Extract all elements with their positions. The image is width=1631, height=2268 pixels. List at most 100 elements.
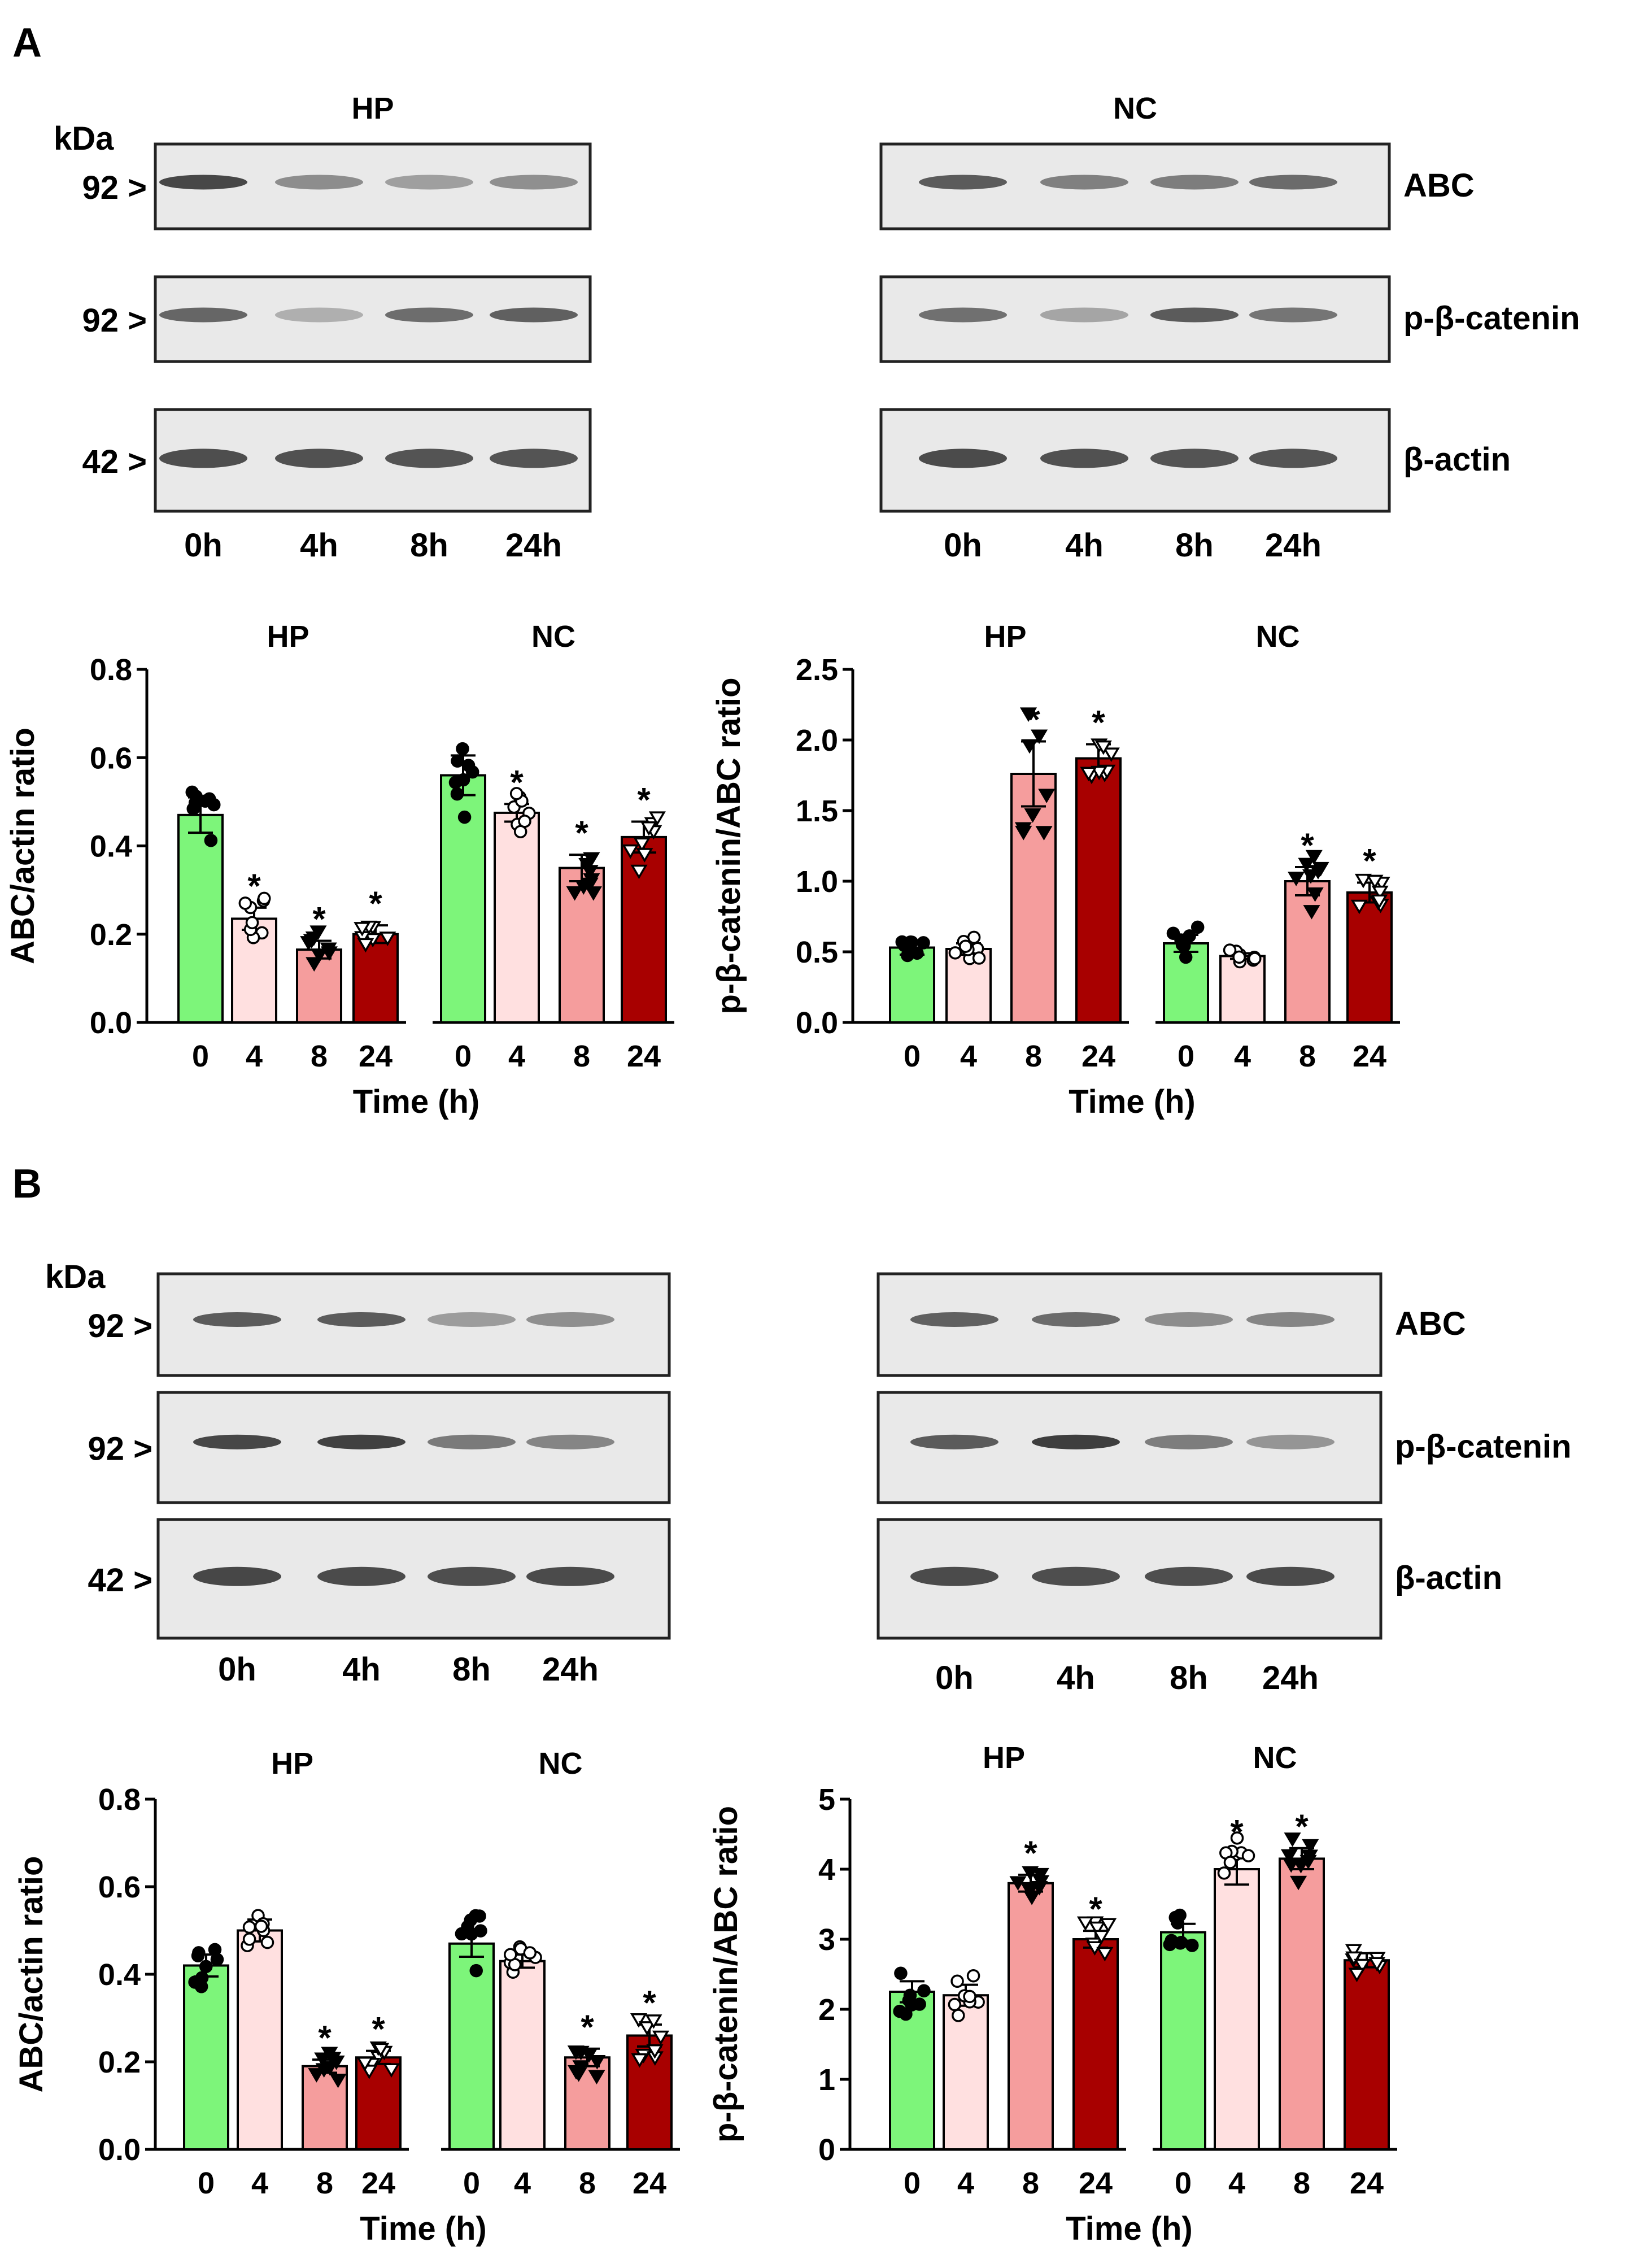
data-point [588,2070,605,2085]
data-point [1248,952,1262,965]
significance-mark: * [1027,701,1040,739]
blot-band [919,175,1007,190]
data-point [581,865,599,880]
lane-label-nc: 8h [1175,527,1214,564]
blot-band [428,1312,516,1327]
blot-band [1246,1312,1335,1327]
data-point [963,1990,976,2004]
data-point [461,759,476,772]
data-point [320,942,337,957]
data-point [238,896,252,910]
kda-marker: 42 > [82,443,147,480]
data-point [622,844,639,859]
lane-label-nc: 4h [1057,1660,1095,1696]
chart-group-label-hp: HP [271,1747,313,1781]
data-point [645,2014,662,2029]
data-point [210,1953,224,1966]
significance-mark: * [575,814,588,852]
lane-label-hp: 8h [452,1651,491,1688]
kda-marker: 92 > [82,169,147,206]
blot-band [1040,449,1128,468]
y-tick-label: 0.6 [98,1870,141,1904]
blot-band [428,1434,516,1449]
lane-label-hp: 8h [410,527,448,564]
data-point [1096,1947,1114,1962]
lane-label-hp: 24h [542,1651,599,1688]
data-point [450,787,464,801]
blot-band [1032,1566,1120,1586]
x-tick-label: 0 [463,2166,480,2200]
bar-chart-4: 0 1 2 3 4 5 p-β-catenin/ABC ratio HP NC 0 4 * 8 * 24 0 *… [708,1741,1397,2247]
protein-label: β-actin [1403,441,1511,478]
x-tick-label: 0 [1175,2166,1192,2200]
data-point [1232,950,1246,964]
x-tick-label: 4 [1228,2166,1245,2200]
y-axis-label: ABC/actin ratio [5,728,41,964]
panel-letter-a: A [12,20,42,66]
data-point [588,2054,606,2070]
blot-band [490,449,578,468]
data-point [972,951,986,965]
bar-hp-0 [177,813,224,1024]
x-tick-label: 8 [1022,2166,1039,2200]
bar-nc-24 [626,2034,673,2151]
bar-hp-0 [889,946,935,1024]
blot-band [910,1566,998,1586]
protein-label: p-β-catenin [1395,1429,1572,1465]
protein-label: ABC [1403,167,1475,204]
data-point [1014,822,1032,837]
kda-label: kDa [54,120,114,157]
y-tick-label: 0.8 [90,653,132,687]
data-point [1292,1858,1310,1874]
blot-band [1150,175,1238,190]
data-point [1350,899,1368,915]
blot-strip-hp-2 [154,275,592,363]
blot-strip-nc-3 [876,1518,1383,1640]
data-point [893,2004,906,2018]
significance-mark: * [372,2010,385,2048]
lane-label-hp: 0h [184,527,223,564]
blot-band [526,1434,614,1449]
data-point [581,2048,598,2063]
data-point [1031,729,1048,745]
data-point [242,1920,256,1934]
y-tick-label: 0.0 [796,1006,838,1040]
blot-band [910,1434,998,1449]
x-tick-label: 0 [1178,1039,1194,1073]
y-tick-label: 4 [818,1853,835,1887]
data-point [258,891,271,906]
y-tick-label: 0.4 [90,830,132,864]
data-point [1035,826,1053,841]
data-point [1223,1856,1237,1869]
data-point [572,2060,590,2075]
data-point [1076,1916,1094,1931]
blot-band [1040,175,1128,190]
data-point [1305,850,1323,865]
significance-mark: * [1363,842,1376,880]
bar-hp-24 [1075,757,1122,1024]
kda-marker: 92 > [82,302,147,339]
y-tick-label: 2.0 [796,724,838,758]
data-point [1080,767,1097,782]
y-tick-label: 0.4 [98,1958,141,1992]
blot-strip-hp-3 [156,1518,671,1640]
bar-nc-4 [499,1960,546,2151]
data-point [204,834,218,847]
blot-group-label-hp: HP [351,92,394,125]
blot-band [1145,1566,1233,1586]
data-point [948,946,962,960]
x-tick-label: 4 [514,2166,531,2200]
blot-band [159,449,247,468]
significance-mark: * [1092,704,1105,742]
data-point [570,2067,587,2082]
data-point [308,2068,325,2083]
data-point [457,810,472,824]
significance-mark: * [369,885,382,922]
data-point [648,811,666,826]
data-point [950,1974,964,1988]
blot-band [159,307,247,323]
significance-mark: * [581,2008,594,2046]
data-point [636,848,653,863]
y-axis-label: ABC/actin ratio [13,1856,50,2093]
data-point [509,787,524,800]
